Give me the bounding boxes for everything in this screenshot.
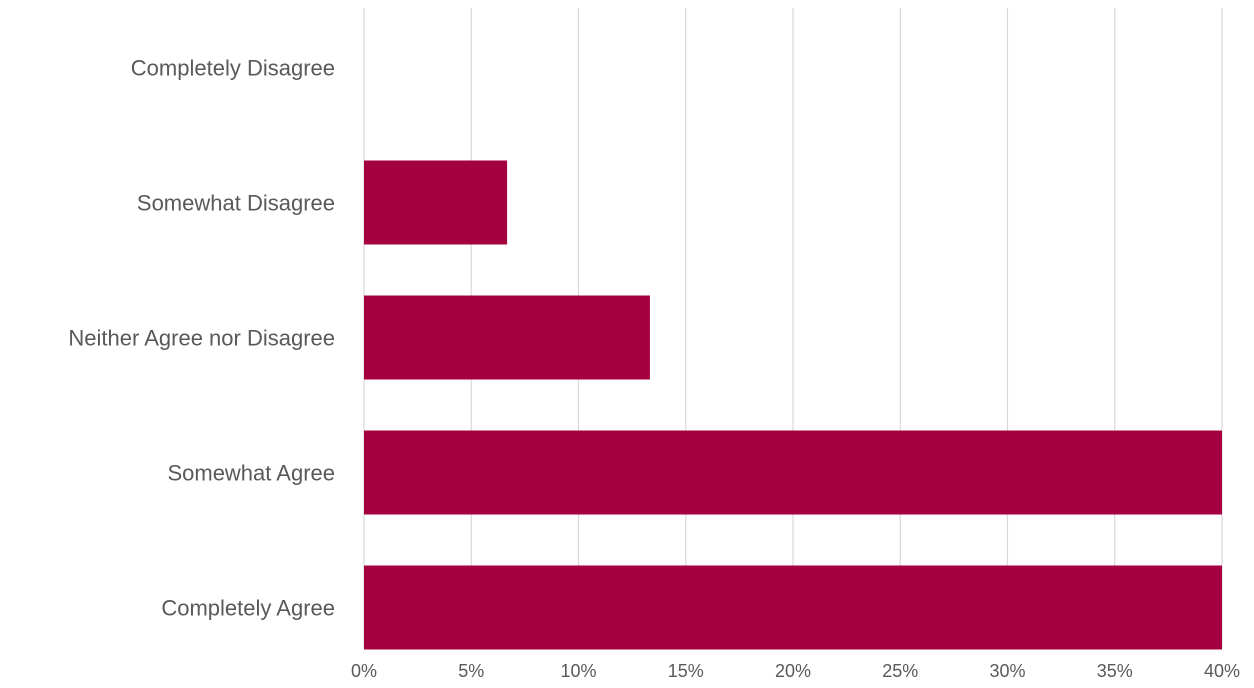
- bar-neither-agree-nor-disagree: [364, 295, 650, 380]
- bar-somewhat-agree: [364, 430, 1222, 515]
- x-tick-label: 20%: [775, 661, 811, 681]
- x-tick-label: 40%: [1204, 661, 1240, 681]
- x-axis-tick-labels: 0% 5% 10% 15% 20% 25% 30% 35% 40%: [351, 661, 1240, 681]
- x-tick-label: 30%: [989, 661, 1025, 681]
- category-label: Completely Disagree: [131, 56, 335, 81]
- category-label: Somewhat Disagree: [137, 191, 335, 216]
- category-label: Somewhat Agree: [167, 461, 335, 486]
- x-tick-label: 15%: [668, 661, 704, 681]
- bar-somewhat-disagree: [364, 160, 508, 245]
- x-tick-label: 5%: [458, 661, 484, 681]
- x-tick-label: 25%: [882, 661, 918, 681]
- bar-completely-agree: [364, 565, 1222, 650]
- x-tick-label: 0%: [351, 661, 377, 681]
- gridlines: [363, 8, 1223, 648]
- category-labels: Completely Disagree Somewhat Disagree Neit…: [68, 56, 335, 621]
- x-tick-label: 10%: [560, 661, 596, 681]
- x-tick-label: 35%: [1097, 661, 1133, 681]
- category-label: Completely Agree: [161, 596, 335, 621]
- category-label: Neither Agree nor Disagree: [68, 326, 335, 351]
- bars: [364, 160, 1222, 650]
